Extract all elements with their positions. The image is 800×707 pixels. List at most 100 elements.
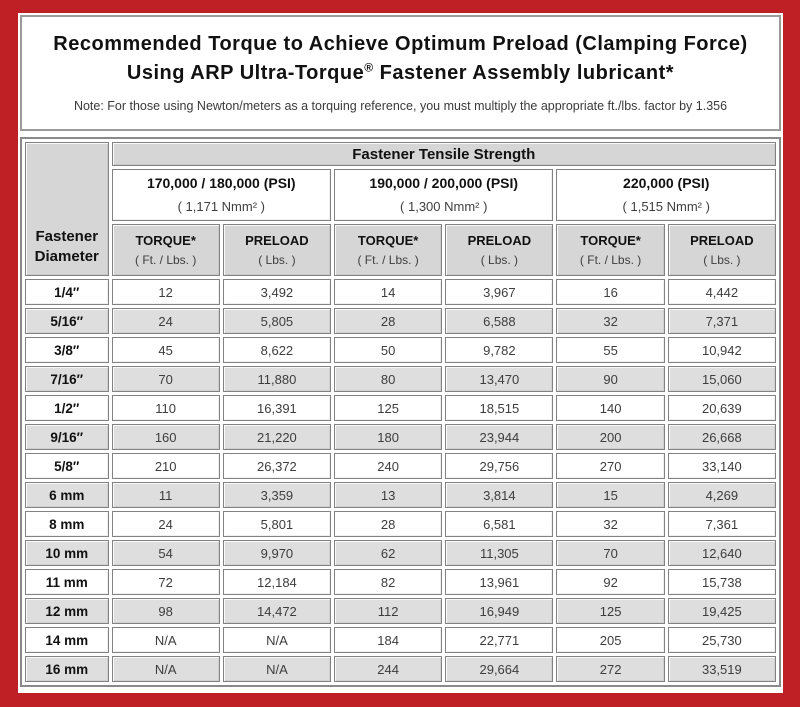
value-cell: 45 bbox=[111, 337, 220, 363]
value-cell: 92 bbox=[556, 569, 665, 595]
nmm-label: ( 1,515 Nmm² ) bbox=[622, 198, 710, 214]
value-cell: 13,961 bbox=[445, 569, 554, 595]
diameter-cell: 5/16″ bbox=[25, 308, 109, 334]
table-row: 7/16″ 70 11,880 80 13,470 90 15,060 bbox=[25, 366, 776, 392]
value-cell: 24 bbox=[111, 308, 220, 334]
diameter-cell: 8 mm bbox=[25, 511, 109, 537]
value-cell: N/A bbox=[222, 656, 332, 682]
diameter-cell: 9/16″ bbox=[25, 424, 109, 450]
preload-unit: ( Lbs. ) bbox=[480, 252, 519, 267]
value-cell: 180 bbox=[334, 424, 443, 450]
value-cell: 205 bbox=[556, 627, 665, 653]
diameter-cell: 1/4″ bbox=[25, 279, 109, 305]
diameter-cell: 14 mm bbox=[25, 627, 109, 653]
value-cell: 70 bbox=[556, 540, 665, 566]
value-cell: 210 bbox=[111, 453, 220, 479]
value-cell: 10,942 bbox=[667, 337, 776, 363]
value-cell: 160 bbox=[111, 424, 220, 450]
value-cell: 80 bbox=[334, 366, 443, 392]
value-cell: 15,060 bbox=[667, 366, 776, 392]
value-cell: 16,949 bbox=[445, 598, 554, 624]
value-cell: 112 bbox=[334, 598, 443, 624]
torque-header: TORQUE*( Ft. / Lbs. ) bbox=[556, 224, 665, 276]
value-cell: 54 bbox=[111, 540, 220, 566]
value-cell: 21,220 bbox=[222, 424, 332, 450]
value-cell: 125 bbox=[556, 598, 665, 624]
value-cell: 55 bbox=[556, 337, 665, 363]
value-cell: 12 bbox=[111, 279, 220, 305]
value-cell: 14 bbox=[334, 279, 443, 305]
nmm-label: ( 1,171 Nmm² ) bbox=[177, 198, 265, 214]
diameter-cell: 7/16″ bbox=[25, 366, 109, 392]
value-cell: 6,588 bbox=[445, 308, 554, 334]
nmm-label: ( 1,300 Nmm² ) bbox=[400, 198, 488, 214]
value-cell: 29,664 bbox=[445, 656, 554, 682]
table-row: 5/16″ 24 5,805 28 6,588 32 7,371 bbox=[25, 308, 776, 334]
value-cell: 110 bbox=[111, 395, 220, 421]
psi-header-row: 170,000 / 180,000 (PSI) ( 1,171 Nmm² ) 19… bbox=[25, 169, 776, 221]
table-row: 14 mm N/A N/A 184 22,771 205 25,730 bbox=[25, 627, 776, 653]
value-cell: 4,442 bbox=[667, 279, 776, 305]
value-cell: 24 bbox=[111, 511, 220, 537]
value-cell: 16 bbox=[556, 279, 665, 305]
value-cell: 33,519 bbox=[667, 656, 776, 682]
value-cell: 12,640 bbox=[667, 540, 776, 566]
value-cell: N/A bbox=[222, 627, 332, 653]
table-body: 1/4″ 12 3,492 14 3,967 16 4,442 5/16″ 24 5,805 28 6… bbox=[25, 279, 776, 682]
diameter-cell: 11 mm bbox=[25, 569, 109, 595]
table-row: 10 mm 54 9,970 62 11,305 70 12,640 bbox=[25, 540, 776, 566]
psi-label: 190,000 / 200,000 (PSI) bbox=[369, 175, 519, 192]
title-line-2-pre: Using ARP Ultra-Torque bbox=[126, 62, 365, 84]
value-cell: 14,472 bbox=[222, 598, 332, 624]
psi-group-header-190-200: 190,000 / 200,000 (PSI) ( 1,300 Nmm² ) bbox=[334, 169, 554, 221]
value-cell: 140 bbox=[556, 395, 665, 421]
preload-unit: ( Lbs. ) bbox=[703, 252, 741, 267]
table-row: 1/4″ 12 3,492 14 3,967 16 4,442 bbox=[25, 279, 776, 305]
value-cell: 13 bbox=[334, 482, 443, 508]
table-row: 1/2″ 110 16,391 125 18,515 140 20,639 bbox=[25, 395, 776, 421]
value-cell: 28 bbox=[334, 308, 443, 334]
value-cell: 15 bbox=[556, 482, 665, 508]
note-text: Note: For those using Newton/meters as a… bbox=[73, 99, 728, 113]
value-cell: 3,359 bbox=[222, 482, 332, 508]
value-cell: 90 bbox=[556, 366, 665, 392]
diameter-cell: 3/8″ bbox=[25, 337, 109, 363]
value-cell: 62 bbox=[334, 540, 443, 566]
psi-group-header-170-180: 170,000 / 180,000 (PSI) ( 1,171 Nmm² ) bbox=[111, 169, 332, 221]
value-cell: 3,814 bbox=[445, 482, 554, 508]
value-cell: 72 bbox=[111, 569, 220, 595]
value-cell: 25,730 bbox=[667, 627, 776, 653]
tensile-header-row: Fastener Diameter Fastener Tensile Stren… bbox=[25, 142, 776, 276]
table-row: 5/8″ 210 26,372 240 29,756 270 33,140 bbox=[25, 453, 776, 479]
value-cell: 7,371 bbox=[667, 308, 776, 334]
torque-table: Fastener Diameter Fastener Tensile Stren… bbox=[20, 137, 781, 687]
table-row: 8 mm 24 5,801 28 6,581 32 7,361 bbox=[25, 511, 776, 537]
table-row: 6 mm 11 3,359 13 3,814 15 4,269 bbox=[25, 482, 776, 508]
value-cell: 8,622 bbox=[222, 337, 332, 363]
value-cell: 20,639 bbox=[667, 395, 776, 421]
value-cell: 125 bbox=[334, 395, 443, 421]
torque-header: TORQUE*( Ft. / Lbs. ) bbox=[111, 224, 220, 276]
value-cell: 3,492 bbox=[222, 279, 332, 305]
value-cell: 98 bbox=[111, 598, 220, 624]
diameter-cell: 5/8″ bbox=[25, 453, 109, 479]
value-cell: 26,668 bbox=[667, 424, 776, 450]
torque-unit: ( Ft. / Lbs. ) bbox=[134, 252, 197, 267]
value-cell: 32 bbox=[556, 511, 665, 537]
table-row: 16 mm N/A N/A 244 29,664 272 33,519 bbox=[25, 656, 776, 682]
value-cell: 15,738 bbox=[667, 569, 776, 595]
value-cell: 272 bbox=[556, 656, 665, 682]
value-cell: 4,269 bbox=[667, 482, 776, 508]
title-line-2: Using ARP Ultra-Torque® Fastener Assembl… bbox=[22, 59, 779, 88]
preload-header: PRELOAD( Lbs. ) bbox=[445, 224, 554, 276]
table-row: 11 mm 72 12,184 82 13,961 92 15,738 bbox=[25, 569, 776, 595]
torque-header: TORQUE*( Ft. / Lbs. ) bbox=[334, 224, 443, 276]
title-line-1: Recommended Torque to Achieve Optimum Pr… bbox=[53, 33, 748, 55]
title-line-2-post: Fastener Assembly lubricant* bbox=[373, 62, 675, 84]
units-header-row: TORQUE*( Ft. / Lbs. ) PRELOAD( Lbs. ) TO… bbox=[25, 224, 776, 276]
value-cell: 32 bbox=[556, 308, 665, 334]
preload-unit: ( Lbs. ) bbox=[258, 252, 296, 267]
value-cell: 9,970 bbox=[222, 540, 332, 566]
torque-unit: ( Ft. / Lbs. ) bbox=[579, 252, 642, 267]
value-cell: 26,372 bbox=[222, 453, 332, 479]
